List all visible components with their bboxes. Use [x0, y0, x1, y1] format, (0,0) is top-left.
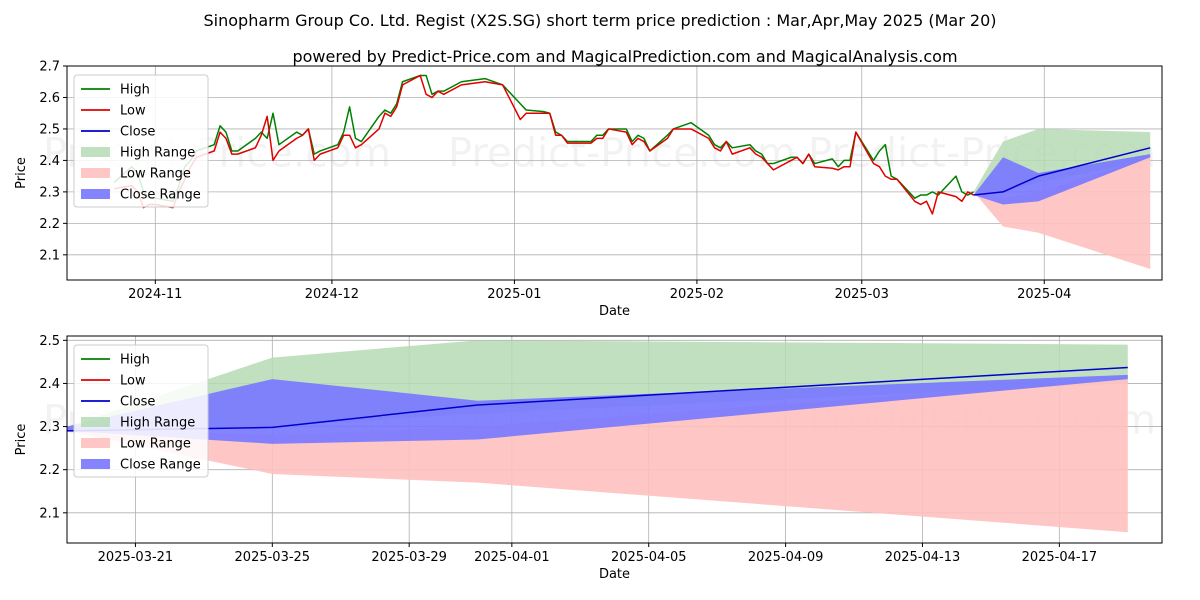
plot-area [113, 74, 1151, 269]
panel-forecast-zoom: Predict-Price.comPredict-Price.comPredic… [14, 334, 1163, 582]
y-tick-label: 2.2 [39, 463, 60, 478]
legend-label: High [120, 83, 150, 98]
axes-frame [66, 65, 1163, 281]
legend-label: Close Range [120, 188, 201, 203]
x-axis-label: Date [599, 567, 630, 582]
x-tick-label: 2025-02 [670, 287, 724, 302]
legend-item-close-range: Close Range [81, 188, 201, 203]
plot-area [67, 340, 1128, 533]
legend-label: Low Range [120, 437, 191, 452]
y-axis-label: Price [14, 424, 29, 456]
y-tick-label: 2.2 [39, 217, 60, 232]
legend-item-low: Low [81, 104, 146, 119]
legend-label: Low [120, 374, 146, 389]
legend-label: High [120, 353, 150, 368]
legend-swatch [81, 459, 110, 469]
y-axis-label: Price [14, 157, 29, 189]
legend-swatch [81, 168, 110, 178]
y-tick-label: 2.7 [39, 60, 60, 75]
x-tick-label: 2025-04 [1017, 287, 1071, 302]
x-axis: 2025-03-21 2025-03-25 2025-03-29 2025-04-01… [98, 543, 1097, 565]
x-tick-label: 2025-04-05 [611, 550, 687, 565]
legend-label: High Range [120, 416, 195, 431]
legend: High Low Close High Range Low Range Close Ran… [73, 344, 209, 478]
x-axis-label: Date [599, 304, 630, 319]
legend-item-low: Low [81, 374, 146, 389]
legend-item-low-range: Low Range [81, 167, 191, 182]
x-axis: 2024-11 2024-12 2025-01 2025-02 2025-03 2025-… [128, 280, 1071, 302]
x-tick-label: 2025-01 [487, 287, 541, 302]
panel-history-and-forecast: Predict-Price.com Predict-Price.com Predic… [14, 60, 1163, 319]
close-range-band [973, 154, 1151, 205]
chart-title: Sinopharm Group Co. Ltd. Regist (X2S.SG)… [204, 11, 997, 30]
legend-swatch [81, 189, 110, 199]
x-tick-label: 2025-03-21 [98, 550, 174, 565]
legend-item-high: High [81, 83, 150, 98]
x-tick-label: 2025-03-29 [371, 550, 447, 565]
y-tick-label: 2.4 [39, 154, 60, 169]
legend-swatch [81, 147, 110, 157]
x-tick-label: 2025-03 [835, 287, 889, 302]
low-range-band [67, 379, 1128, 533]
legend-label: High Range [120, 146, 195, 161]
legend-label: Close [120, 395, 155, 410]
legend-item-close: Close [81, 125, 155, 140]
y-tick-label: 2.3 [39, 185, 60, 200]
legend-label: Low [120, 104, 146, 119]
x-tick-label: 2024-12 [305, 287, 359, 302]
y-axis: 2.1 2.2 2.3 2.4 2.5 [39, 334, 67, 521]
watermark-text: Predict-Price.com [448, 131, 796, 177]
y-tick-label: 2.3 [39, 420, 60, 435]
legend-item-high-range: High Range [81, 416, 195, 431]
close-range-band [67, 374, 1128, 444]
x-tick-label: 2025-04-09 [748, 550, 824, 565]
legend-item-close-range: Close Range [81, 458, 201, 473]
y-tick-label: 2.5 [39, 122, 60, 137]
legend-item-high: High [81, 353, 150, 368]
low-line [113, 74, 974, 215]
y-tick-label: 2.1 [39, 248, 60, 263]
legend-label: Close [120, 125, 155, 140]
legend-item-close: Close [81, 395, 155, 410]
x-tick-label: 2024-11 [128, 287, 182, 302]
legend-label: Close Range [120, 458, 201, 473]
close-line [973, 147, 1151, 196]
y-axis: 2.1 2.2 2.3 2.4 2.5 2.6 2.7 [39, 60, 67, 263]
axes-frame [66, 335, 1163, 544]
y-tick-label: 2.5 [39, 334, 60, 349]
legend-label: Low Range [120, 167, 191, 182]
y-tick-label: 2.1 [39, 506, 60, 521]
y-tick-label: 2.4 [39, 377, 60, 392]
legend-item-low-range: Low Range [81, 437, 191, 452]
legend-swatch [81, 438, 110, 448]
high-line [113, 74, 974, 203]
x-tick-label: 2025-03-25 [235, 550, 311, 565]
x-tick-label: 2025-04-17 [1022, 550, 1098, 565]
x-tick-label: 2025-04-13 [885, 550, 961, 565]
legend-item-high-range: High Range [81, 146, 195, 161]
legend-swatch [81, 417, 110, 427]
y-tick-label: 2.6 [39, 91, 60, 106]
x-tick-label: 2025-04-01 [474, 550, 550, 565]
chart-subtitle: powered by Predict-Price.com and Magical… [292, 47, 957, 66]
low-range-band [973, 157, 1151, 269]
legend: High Low Close High Range Low Range Close Ran… [73, 74, 209, 208]
